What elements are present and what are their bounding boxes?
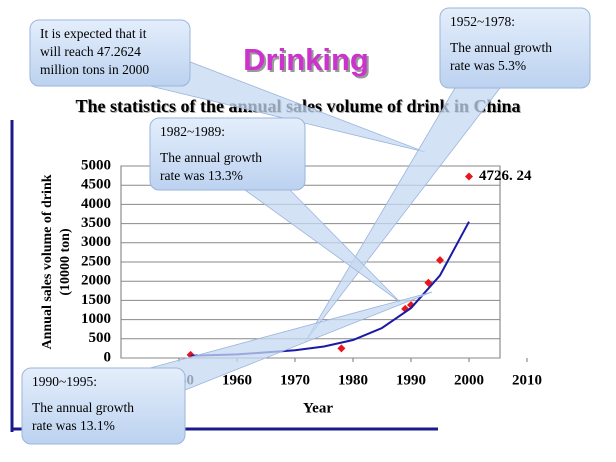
- data-label: 4726. 24: [479, 168, 532, 184]
- callout-box: [439, 7, 591, 89]
- y-tick-label: 1500: [81, 292, 111, 308]
- callout-text: rate was 13.1%: [32, 418, 115, 433]
- callout-text: rate was 5.3%: [450, 58, 526, 73]
- x-tick-label: 1970: [280, 372, 310, 388]
- callout-text: 1990~1995:: [32, 374, 97, 389]
- data-point: [436, 256, 444, 265]
- callout-text: will reach 47.2624: [40, 44, 141, 59]
- x-tick-label: 1990: [396, 372, 426, 388]
- x-tick-label: 1960: [222, 372, 252, 388]
- callout-box: [149, 117, 306, 191]
- y-tick-label: 4500: [81, 177, 111, 193]
- plot: 0 500 1000 1500 2000 2500 3000 3500 4000 4500 5000…: [81, 157, 542, 388]
- slide-title: Drinking: [243, 42, 369, 77]
- y-tick-label: 2500: [81, 253, 111, 269]
- x-tick-label: 2000: [454, 372, 484, 388]
- callout-text: 1982~1989:: [160, 124, 225, 139]
- x-axis-label: Year: [303, 400, 333, 416]
- y-axis-label: Annual sales volume of drink (10000 ton): [40, 174, 73, 349]
- callout-text: 1952~1978:: [450, 14, 515, 29]
- y-tick-label: 3000: [81, 234, 111, 250]
- callout-text: It is expected that it: [40, 26, 147, 41]
- y-axis-label-line: (10000 ton): [58, 228, 73, 296]
- callout-box: [29, 19, 191, 87]
- data-point: [337, 344, 346, 353]
- y-tick-label: 0: [104, 349, 112, 365]
- x-tick-label: 1980: [338, 372, 368, 388]
- y-tick-label: 1000: [81, 311, 111, 327]
- callout-text: The annual growth: [450, 40, 552, 55]
- data-point: [465, 172, 473, 181]
- y-tick-label: 500: [89, 330, 112, 346]
- callout-text: The annual growth: [32, 400, 134, 415]
- callout-text: rate was 13.3%: [160, 168, 243, 183]
- y-tick-label: 5000: [81, 157, 111, 173]
- callout-box: [21, 367, 186, 445]
- y-tick-label: 3500: [81, 215, 111, 231]
- y-tick-label: 2000: [81, 273, 111, 289]
- callouts: It is expected that it will reach 47.2624…: [21, 7, 591, 445]
- y-tick-label: 4000: [81, 196, 111, 212]
- y-axis-label-line: Annual sales volume of drink: [40, 174, 55, 349]
- x-tick-label: 2010: [512, 372, 542, 388]
- callout-text: The annual growth: [160, 150, 262, 165]
- callout-text: million tons in 2000: [40, 62, 149, 77]
